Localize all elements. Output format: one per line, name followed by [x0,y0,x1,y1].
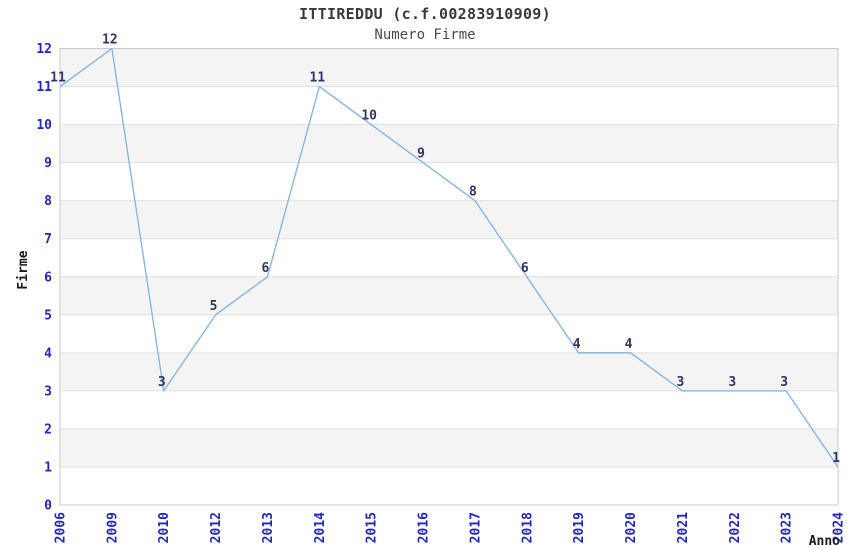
x-axis-tick-label: 2015 [365,512,380,543]
y-axis-tick-label: 2 [44,422,52,437]
data-point-label: 3 [780,375,788,390]
x-axis-tick-label: 2023 [780,512,795,543]
y-axis-title: Firme [16,250,31,289]
chart-title: ITTIREDDU (c.f.00283910909) [299,5,551,23]
plot-border [59,48,839,506]
x-axis-tick-label: 2018 [520,512,535,543]
grid-band [60,352,838,391]
y-axis-tick-label: 8 [44,194,52,209]
x-axis-tick-label: 2016 [417,512,432,543]
y-axis-tick-label: 1 [44,460,52,475]
grid-band [60,200,838,239]
x-axis-tick-label: 2024 [832,512,847,543]
y-axis-tick-label: 5 [44,308,52,323]
grid-band [60,276,838,315]
chart-subtitle: Numero Firme [374,27,476,43]
data-point-label: 5 [210,299,218,314]
x-axis-tick-label: 2017 [468,512,483,543]
x-axis-tick-label: 2021 [676,512,691,543]
x-axis-tick-label: 2009 [105,512,120,543]
x-axis-tick-label: 2022 [728,512,743,543]
y-axis-tick-label: 7 [44,232,52,247]
data-point-label: 4 [625,337,633,352]
x-axis-tick-label: 2012 [209,512,224,543]
data-point-label: 3 [676,375,684,390]
x-axis-tick-label: 2013 [261,512,276,543]
data-point-label: 4 [573,337,581,352]
data-point-label: 9 [417,147,425,162]
y-axis-tick-label: 4 [44,346,52,361]
y-axis-tick-label: 11 [36,80,52,95]
y-axis-tick-label: 6 [44,270,52,285]
data-point-label: 6 [262,261,270,276]
data-point-label: 1 [832,451,840,466]
grid-band [60,428,838,467]
data-point-label: 3 [158,375,166,390]
grid-band [60,124,838,163]
x-axis-title: Anno [809,534,840,549]
grid-band [60,48,838,87]
data-point-label: 11 [50,71,66,86]
y-axis-tick-label: 9 [44,156,52,171]
y-axis-tick-label: 0 [44,499,52,514]
data-point-label: 12 [102,33,118,48]
data-point-label: 10 [361,109,377,124]
x-axis-tick-label: 2010 [157,512,172,543]
y-axis-tick-label: 10 [36,118,52,133]
data-line [59,47,839,468]
x-axis-tick-label: 2020 [624,512,639,543]
y-axis-tick-label: 12 [36,42,52,57]
data-point-label: 11 [310,71,326,86]
x-axis-tick-label: 2006 [54,512,69,543]
data-point-label: 8 [469,185,477,200]
data-point-label: 6 [521,261,529,276]
x-axis-tick-label: 2019 [572,512,587,543]
data-point-label: 3 [728,375,736,390]
y-axis-tick-label: 3 [44,384,52,399]
x-axis-tick-label: 2014 [313,512,328,543]
